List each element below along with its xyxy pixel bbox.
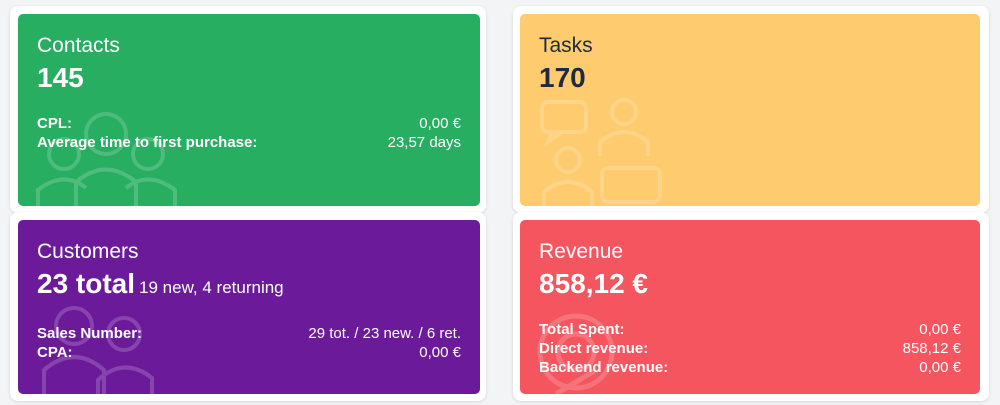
row-value: 0,00 €: [419, 344, 461, 361]
revenue-row-total-spent: Total Spent: 0,00 €: [539, 320, 961, 339]
revenue-card[interactable]: Revenue 858,12 € Total Spent: 0,00 € Dir…: [520, 220, 980, 394]
customers-total: 23 total 19 new, 4 returning: [37, 268, 461, 304]
contacts-title: Contacts: [37, 34, 120, 57]
row-label: Backend revenue:: [539, 359, 669, 376]
row-value: 23,57 days: [387, 134, 461, 151]
customers-breakdown: 19 new, 4 returning: [139, 278, 284, 297]
row-label: Direct revenue:: [539, 340, 649, 357]
row-value: 0,00 €: [919, 359, 961, 376]
people-group-icon: [36, 112, 177, 206]
revenue-row-direct: Direct revenue: 858,12 €: [539, 339, 961, 358]
contacts-row-avg-time: Average time to first purchase: 23,57 da…: [37, 133, 461, 152]
row-label: Average time to first purchase:: [37, 134, 258, 151]
row-label: Sales Number:: [37, 325, 143, 342]
contacts-count: 145: [37, 62, 84, 93]
people-chat-icon: [540, 98, 662, 206]
customers-card[interactable]: Customers 23 total 19 new, 4 returning Sa…: [18, 220, 480, 394]
row-value: 0,00 €: [919, 321, 961, 338]
customers-total-value: 23 total: [37, 268, 136, 299]
contacts-card[interactable]: Contacts 145 CPL: 0,00 € Average time to…: [18, 14, 480, 206]
revenue-title: Revenue: [539, 240, 624, 263]
contacts-row-cpl: CPL: 0,00 €: [37, 114, 461, 133]
customers-title: Customers: [37, 240, 139, 263]
row-value: 0,00 €: [419, 115, 461, 132]
two-users-icon: [42, 306, 154, 394]
customers-row-sales-number: Sales Number: 29 tot. / 23 new. / 6 ret.: [37, 324, 461, 343]
row-label: Total Spent:: [539, 321, 625, 338]
tasks-title: Tasks: [539, 34, 593, 57]
revenue-row-backend: Backend revenue: 0,00 €: [539, 358, 961, 377]
tasks-count: 170: [539, 62, 586, 93]
row-value: 858,12 €: [902, 340, 961, 357]
customers-row-cpa: CPA: 0,00 €: [37, 343, 461, 362]
tasks-card[interactable]: Tasks 170: [520, 14, 980, 206]
row-value: 29 tot. / 23 new. / 6 ret.: [308, 325, 461, 342]
row-label: CPL:: [37, 115, 72, 132]
row-label: CPA:: [37, 344, 73, 361]
hand-coin-icon: [537, 313, 615, 394]
revenue-amount: 858,12 €: [539, 268, 648, 299]
